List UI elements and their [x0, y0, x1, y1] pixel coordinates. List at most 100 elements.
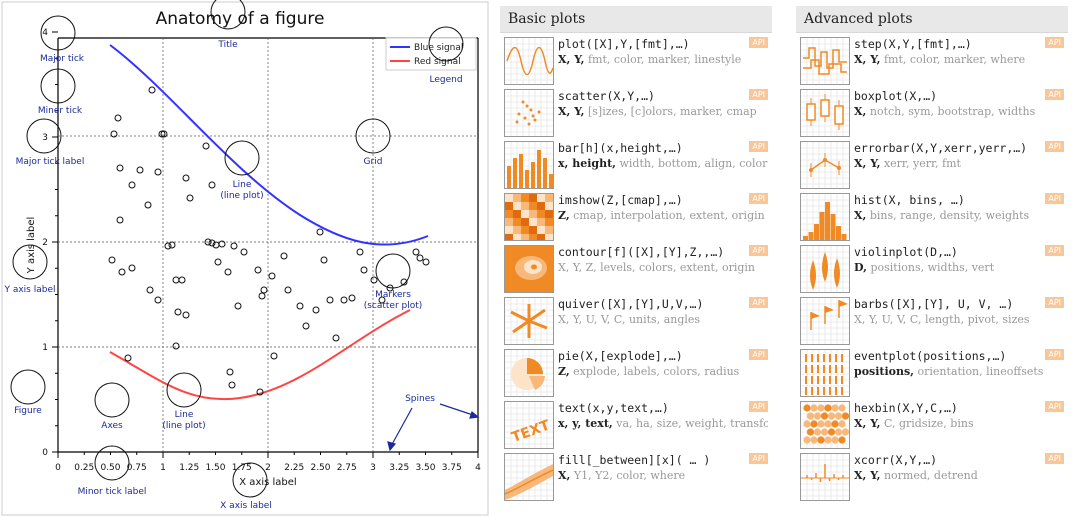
eventplot-icon: [800, 349, 850, 397]
function-signature[interactable]: step(X,Y,[fmt],…): [854, 37, 972, 51]
function-signature[interactable]: contour[f]([X],[Y],Z,,…): [558, 245, 725, 259]
label-line-plot-2: Line: [175, 410, 194, 420]
y-axis-text: Y axis label: [26, 217, 37, 275]
api-link[interactable]: API: [1045, 349, 1064, 360]
api-link[interactable]: API: [749, 297, 768, 308]
advanced-plot-item[interactable]: hist(X, bins, …) X, bins, range, density…: [796, 189, 1068, 241]
api-link[interactable]: API: [1045, 37, 1064, 48]
function-args: D, positions, widths, vert: [854, 261, 995, 274]
function-signature[interactable]: pie(X,[explode],…): [558, 349, 683, 363]
api-link[interactable]: API: [1045, 141, 1064, 152]
advanced-plot-item[interactable]: violinplot(D,…) D, positions, widths, ve…: [796, 241, 1068, 293]
function-signature[interactable]: violinplot(D,…): [854, 245, 958, 259]
advanced-plot-item[interactable]: hexbin(X,Y,C,…) X, Y, C, gridsize, bins …: [796, 397, 1068, 449]
function-args: X, Y, normed, detrend: [854, 469, 978, 482]
scatter-marker: [302, 322, 310, 330]
scatter-marker: [182, 311, 190, 319]
api-link[interactable]: API: [749, 349, 768, 360]
label-figure: Figure: [14, 406, 42, 416]
scatter-marker: [208, 239, 216, 247]
scatter-marker: [378, 296, 386, 304]
x-tick-label: 0: [55, 463, 61, 473]
function-signature[interactable]: scatter(X,Y,…): [558, 89, 655, 103]
function-args: positions, orientation, lineoffsets: [854, 365, 1044, 378]
api-link[interactable]: API: [1045, 245, 1064, 256]
scatter-marker: [326, 296, 334, 304]
function-signature[interactable]: plot([X],Y,[fmt],…): [558, 37, 690, 51]
function-signature[interactable]: fill[_between][x]( … ): [558, 453, 711, 467]
contour-icon: [504, 245, 554, 293]
x-tick-label: 3.25: [389, 463, 409, 473]
function-args: X, Y, [s]izes, [c]olors, marker, cmap: [558, 105, 757, 118]
scatter-marker: [178, 276, 186, 284]
function-signature[interactable]: hist(X, bins, …): [854, 193, 965, 207]
advanced-plot-item[interactable]: eventplot(positions,…) positions, orient…: [796, 345, 1068, 397]
basic-plot-item[interactable]: fill[_between][x]( … ) X, Y1, Y2, color,…: [500, 449, 772, 501]
function-signature[interactable]: eventplot(positions,…): [854, 349, 1007, 363]
errorbar-icon: [800, 141, 850, 189]
advanced-plot-item[interactable]: step(X,Y,[fmt],…) X, Y, fmt, color, mark…: [796, 33, 1068, 85]
basic-plot-item[interactable]: quiver([X],[Y],U,V,…) X, Y, U, V, C, uni…: [500, 293, 772, 345]
basic-plot-item[interactable]: plot([X],Y,[fmt],…) X, Y, fmt, color, ma…: [500, 33, 772, 85]
api-link[interactable]: API: [1045, 401, 1064, 412]
api-link[interactable]: API: [749, 89, 768, 100]
blue-signal-line: [109, 44, 429, 246]
function-signature[interactable]: quiver([X],[Y],U,V,…): [558, 297, 704, 311]
function-signature[interactable]: barbs([X],[Y], U, V, …): [854, 297, 1014, 311]
function-args: X, Y, fmt, color, marker, linestyle: [558, 53, 742, 66]
api-link[interactable]: API: [749, 141, 768, 152]
advanced-plot-item[interactable]: errorbar(X,Y,xerr,yerr,…) X, Y, xerr, ye…: [796, 137, 1068, 189]
scatter-marker: [148, 86, 156, 94]
api-link[interactable]: API: [1045, 297, 1064, 308]
basic-plot-item[interactable]: bar[h](x,height,…) x, height, width, bot…: [500, 137, 772, 189]
x-tick-label: 0.25: [74, 463, 94, 473]
scatter-marker: [348, 294, 356, 302]
figure-frame: [1, 1, 489, 516]
scatter-marker: [116, 164, 124, 172]
scatter-icon: [504, 89, 554, 137]
scatter-marker: [400, 278, 408, 286]
api-link[interactable]: API: [749, 37, 768, 48]
y-tick-label: 4: [42, 28, 48, 38]
scatter-marker: [204, 238, 212, 246]
scatter-marker: [412, 248, 420, 256]
scatter-marker: [240, 248, 248, 256]
function-args: X, Y, fmt, color, marker, where: [854, 53, 1026, 66]
y-tick-label: 0: [42, 448, 48, 458]
function-signature[interactable]: imshow(Z,[cmap],…): [558, 193, 683, 207]
x-tick-labels: 0 0.25 0.50 0.75 1 1.25 1.50 1.75 2 2.25 2.50 2.75 3…: [55, 452, 481, 473]
api-link[interactable]: API: [749, 193, 768, 204]
label-minor-tick: Minor tick: [38, 106, 83, 116]
api-link[interactable]: API: [1045, 453, 1064, 464]
basic-plot-item[interactable]: TEXT text(x,y,text,…) x, y, text, va, ha…: [500, 397, 772, 449]
basic-plot-item[interactable]: scatter(X,Y,…) X, Y, [s]izes, [c]olors, …: [500, 85, 772, 137]
advanced-plot-item[interactable]: boxplot(X,…) X, notch, sym, bootstrap, w…: [796, 85, 1068, 137]
advanced-plot-item[interactable]: barbs([X],[Y], U, V, …) X, Y, U, V, C, l…: [796, 293, 1068, 345]
basic-plot-item[interactable]: imshow(Z,[cmap],…) Z, cmap, interpolatio…: [500, 189, 772, 242]
function-signature[interactable]: errorbar(X,Y,xerr,yerr,…): [854, 141, 1028, 155]
label-x-axis: X axis label: [220, 501, 272, 511]
advanced-plot-item[interactable]: xcorr(X,Y,…) X, Y, normed, detrend API: [796, 449, 1068, 501]
function-signature[interactable]: xcorr(X,Y,…): [854, 453, 938, 467]
text-icon: TEXT: [504, 401, 554, 449]
step-icon: [800, 37, 850, 85]
function-signature[interactable]: hexbin(X,Y,C,…): [854, 401, 958, 415]
basic-plot-item[interactable]: contour[f]([X],[Y],Z,,…) X, Y, Z, levels…: [500, 241, 772, 293]
api-link[interactable]: API: [749, 401, 768, 412]
api-link[interactable]: API: [749, 245, 768, 256]
api-link[interactable]: API: [749, 453, 768, 464]
function-signature[interactable]: boxplot(X,…): [854, 89, 938, 103]
function-signature[interactable]: bar[h](x,height,…): [558, 141, 683, 155]
function-signature[interactable]: text(x,y,text,…): [558, 401, 669, 415]
basic-plot-item[interactable]: pie(X,[explode],…) Z, explode, labels, c…: [500, 345, 772, 397]
imshow-icon: [504, 193, 554, 242]
scatter-marker: [154, 296, 162, 304]
api-link[interactable]: API: [1045, 89, 1064, 100]
x-tick-label: 2.25: [284, 463, 304, 473]
scatter-marker: [146, 286, 154, 294]
api-link[interactable]: API: [1045, 193, 1064, 204]
scatter-marker: [226, 368, 234, 376]
pie-icon: [504, 349, 554, 397]
scatter-marker: [256, 388, 264, 396]
function-args: Z, explode, labels, colors, radius: [558, 365, 740, 378]
